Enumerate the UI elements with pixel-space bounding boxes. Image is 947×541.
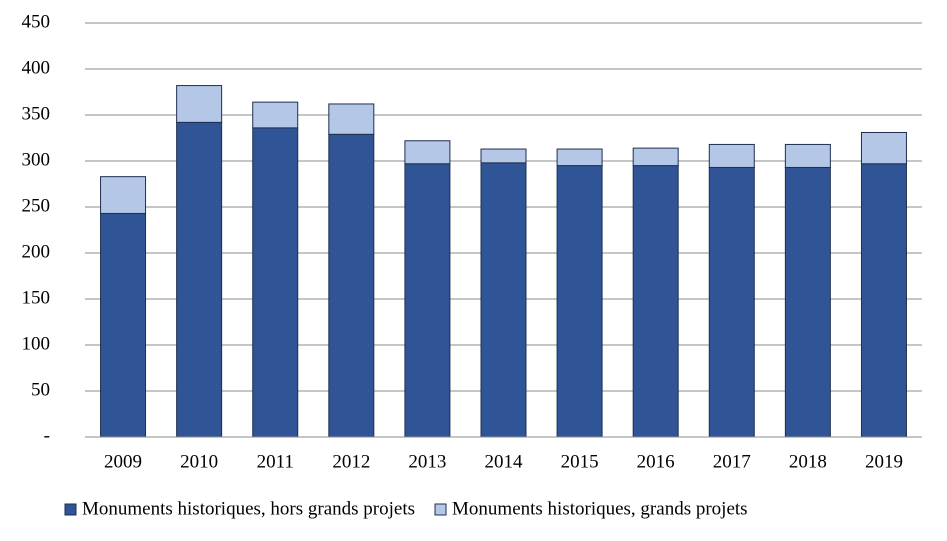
- bar-segment: [404, 140, 451, 165]
- bar-segment: [556, 165, 603, 438]
- bar-segment: [860, 163, 907, 438]
- legend-label: Monuments historiques, grands projets: [452, 498, 748, 519]
- bar-segment: [480, 148, 527, 164]
- bar-segment: [860, 131, 907, 165]
- bar-segment: [784, 166, 831, 438]
- y-tick-label: 450: [22, 11, 51, 32]
- legend-swatch: [64, 503, 77, 516]
- x-tick-label: 2014: [485, 451, 524, 472]
- y-tick-label: 100: [22, 333, 51, 354]
- x-tick-label: 2010: [180, 451, 218, 472]
- bar-segment: [100, 176, 147, 214]
- y-tick-label: 400: [22, 57, 51, 78]
- bar-segment: [252, 101, 299, 129]
- y-tick-label: 300: [22, 149, 51, 170]
- bar-segment: [100, 212, 147, 438]
- x-tick-label: 2012: [332, 451, 370, 472]
- x-tick-label: 2009: [104, 451, 142, 472]
- bar-segment: [784, 143, 831, 168]
- bar-segment: [328, 133, 375, 438]
- bar-segment: [708, 143, 755, 168]
- x-tick-label: 2017: [713, 451, 751, 472]
- legend-label: Monuments historiques, hors grands proje…: [82, 498, 415, 519]
- bar-segment: [328, 103, 375, 135]
- bar-segment: [632, 147, 679, 167]
- bar-segment: [632, 165, 679, 438]
- y-tick-label: 50: [31, 379, 50, 400]
- y-tick-label: 350: [22, 103, 51, 124]
- x-tick-label: 2019: [865, 451, 903, 472]
- legend-swatch: [434, 503, 447, 516]
- x-tick-label: 2018: [789, 451, 827, 472]
- bar-segment: [252, 127, 299, 438]
- y-tick-label: -: [44, 425, 50, 446]
- bar-segment: [708, 166, 755, 438]
- bar-segment: [404, 163, 451, 438]
- x-tick-label: 2011: [257, 451, 294, 472]
- x-tick-label: 2013: [408, 451, 446, 472]
- y-tick-label: 250: [22, 195, 51, 216]
- x-tick-label: 2016: [637, 451, 675, 472]
- bar-segment: [176, 121, 223, 438]
- y-tick-label: 150: [22, 287, 51, 308]
- bar-segment: [480, 162, 527, 438]
- x-tick-label: 2015: [561, 451, 599, 472]
- bar-segment: [556, 148, 603, 167]
- bar-segment: [176, 85, 223, 123]
- y-tick-label: 200: [22, 241, 51, 262]
